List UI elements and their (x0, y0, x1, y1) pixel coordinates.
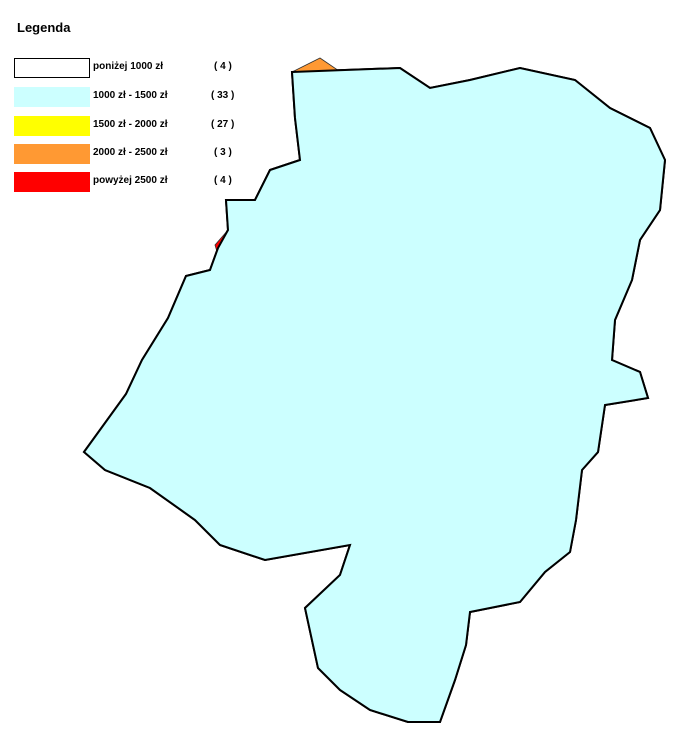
legend-count: ( 4 ) (214, 175, 232, 186)
legend-swatch (14, 116, 90, 136)
legend-title: Legenda (17, 20, 71, 35)
legend-label: poniżej 1000 zł (93, 61, 164, 72)
legend-swatch (14, 144, 90, 164)
legend-label: powyżej 2500 zł (93, 175, 168, 186)
legend-swatch (14, 87, 90, 107)
legend-count: ( 33 ) (211, 90, 235, 101)
legend-item-above-2500: powyżej 2500 zł ( 4 ) (14, 172, 254, 192)
legend-item-2000-2500: 2000 zł - 2500 zł ( 3 ) (14, 144, 254, 164)
legend-swatch (14, 58, 90, 78)
legend-label: 1500 zł - 2000 zł (93, 119, 168, 130)
legend-count: ( 27 ) (211, 119, 235, 130)
legend-swatch (14, 172, 90, 192)
legend-item-1500-2000: 1500 zł - 2000 zł ( 27 ) (14, 116, 254, 136)
legend-count: ( 4 ) (214, 61, 232, 72)
legend-label: 1000 zł - 1500 zł (93, 90, 168, 101)
legend-count: ( 3 ) (214, 147, 232, 158)
legend-label: 2000 zł - 2500 zł (93, 147, 168, 158)
legend-item-below-1000: poniżej 1000 zł ( 4 ) (14, 58, 254, 78)
legend-item-1000-1500: 1000 zł - 1500 zł ( 33 ) (14, 87, 254, 107)
